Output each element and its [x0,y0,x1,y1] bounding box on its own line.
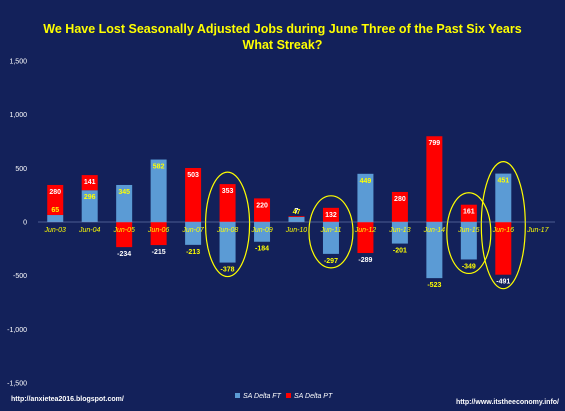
data-label-pt: 220 [256,202,268,209]
bar-pt [426,136,443,222]
data-label-ft: 449 [360,178,372,185]
legend-label-ft: SA Delta FT [243,393,282,400]
bar-ft [288,216,305,222]
chart-subtitle: What Streak? [242,38,323,52]
bar-ft [116,184,133,222]
legend-label-pt: SA Delta PT [294,393,333,400]
x-tick-label: Jun-17 [526,227,550,234]
bar-ft [357,173,374,222]
bar-ft [81,190,98,222]
x-tick-label: Jun-09 [250,227,273,234]
bar-ft [254,222,271,242]
x-tick-label: Jun-12 [354,227,377,234]
data-label-ft: -213 [186,249,200,256]
x-tick-label: Jun-15 [457,227,480,234]
x-tick-label: Jun-03 [44,227,67,234]
data-label-pt: 141 [84,179,96,186]
x-tick-label: Jun-16 [492,227,515,234]
data-label-pt: -234 [117,251,131,258]
data-label-ft: -378 [221,267,235,274]
data-label-ft: -297 [324,258,338,265]
x-tick-label: Jun-05 [112,227,135,234]
data-label-ft: -523 [427,282,441,289]
y-tick-label: 1,500 [9,59,27,66]
bar-ft [185,222,202,245]
highlight-circle [204,171,251,278]
bar-pt [495,222,512,275]
bar-ft [150,159,167,222]
y-tick-label: -1,000 [7,327,27,334]
bar-ft [391,222,408,244]
x-tick-label: Jun-04 [78,227,101,234]
highlight-circle [446,192,492,275]
bar-pt [219,184,236,222]
bar-pt [357,222,374,254]
data-label-ft: 345 [118,189,130,196]
data-label-pt: 503 [187,172,199,179]
highlight-circle [308,195,354,269]
x-tick-label: Jun-13 [388,227,411,234]
data-label-pt: 353 [222,188,234,195]
bar-pt [288,216,305,218]
legend-swatch-pt [286,393,291,398]
bar-pt [81,175,98,191]
bar-ft [219,222,236,263]
source-url-left[interactable]: http://anxietea2016.blogspot.com/ [11,396,124,403]
data-label-pt: -215 [152,249,166,256]
highlight-circle [480,160,526,290]
data-label-pt: 280 [49,189,61,196]
bar-ft [460,222,477,260]
data-label-pt: -289 [358,257,372,264]
chart-title: We Have Lost Seasonally Adjusted Jobs du… [43,22,522,36]
x-tick-label: Jun-14 [423,227,446,234]
bar-pt [322,207,339,222]
bar-pt [391,191,408,222]
data-label-ft: 47 [293,209,301,216]
data-label-ft: 296 [84,194,96,201]
bar-ft [322,222,339,254]
data-label-ft: -349 [462,263,476,270]
data-label-ft: 582 [153,164,165,171]
bar-ft [47,215,64,222]
bar-pt [460,204,477,222]
y-tick-label: 0 [23,220,27,227]
legend-swatch-ft [235,393,240,398]
bar-ft [495,173,512,222]
data-label-pt: 280 [394,196,406,203]
bar-pt [254,198,271,222]
y-tick-label: -500 [13,273,27,280]
bar-pt [185,168,202,222]
data-label-pt: 132 [325,212,337,219]
data-label-pt: -491 [496,279,510,286]
x-tick-label: Jun-07 [181,227,205,234]
x-tick-label: Jun-08 [216,227,239,234]
bar-pt [150,222,167,246]
data-label-pt: 799 [429,140,441,147]
bar-ft [426,222,443,279]
source-url-right[interactable]: http://www.itstheeconomy.info/ [455,399,559,406]
bar-pt [116,222,133,248]
data-label-ft: -201 [393,248,407,255]
data-label-ft: -184 [255,246,269,253]
x-tick-label: Jun-11 [320,227,342,234]
data-label-pt: 7 [295,208,299,215]
bar-pt [47,184,64,216]
x-tick-label: Jun-10 [285,227,308,234]
data-label-pt: 161 [463,209,475,216]
y-tick-label: -1,500 [7,381,27,388]
x-tick-label: Jun-06 [147,227,170,234]
y-tick-label: 500 [15,166,27,173]
data-label-ft: 65 [51,207,59,214]
data-label-ft: 451 [497,178,509,185]
y-tick-label: 1,000 [9,112,27,119]
